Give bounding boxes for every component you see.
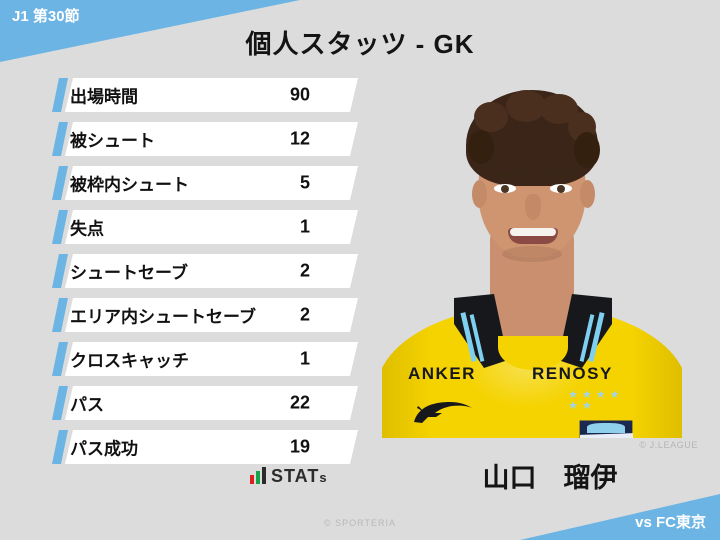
stat-label: 被シュート [70,131,155,151]
stat-accent-bar [52,78,68,112]
stats-list: 出場時間 90 被シュート 12 被枠内シュート 5 失点 1 シュートセーブ … [52,78,358,474]
stat-accent-bar [52,166,68,200]
jersey-sponsor-left: ANKER [408,364,476,383]
club-crest: KAWASAKI [576,418,636,438]
stat-label: パス [70,395,104,415]
league-badge-label: J1 第30節 [12,8,80,25]
stat-label: パス成功 [70,439,138,459]
stat-value: 1 [299,216,310,237]
stat-label: エリア内シュートセーブ [70,307,256,327]
stat-row: 出場時間 90 [52,78,358,112]
hair-curl [506,90,546,122]
stat-value: 22 [289,392,310,413]
stat-accent-bar [52,342,68,376]
hair-curl [474,102,508,132]
jersey-sponsor-right: RENOSY [532,364,613,383]
stat-accent-bar [52,254,68,288]
stat-label: クロスキャッチ [70,351,189,371]
stars-row-1: ★★★★ [568,389,624,401]
stars-row-2: ★★ [568,400,596,412]
logo-bar-green [256,471,260,484]
stat-label: 被枠内シュート [70,175,189,195]
stat-row: パス 22 [52,386,358,420]
crest-top-band [586,422,626,433]
logo-bar-red [250,475,254,484]
stat-row: 失点 1 [52,210,358,244]
stat-row: パス成功 19 [52,430,358,464]
stats-provider-name: STATs [271,467,328,485]
pupil-right [557,185,565,193]
stat-value: 5 [299,172,310,193]
opponent-badge-label: vs FC東京 [635,514,706,531]
ear-left [472,180,487,208]
chin-shading [502,246,562,262]
stat-row: エリア内シュートセーブ 2 [52,298,358,332]
stat-panel [65,342,358,376]
stat-row: 被シュート 12 [52,122,358,156]
stat-panel [65,386,358,420]
player-photo: ANKER RENOSY ★★★★ ★★ KAWASAKI [382,56,682,438]
hair-curl [574,132,600,168]
stat-panel [65,430,358,464]
bar-chart-icon [250,467,266,484]
stat-accent-bar [52,298,68,332]
stat-label: 出場時間 [70,87,138,107]
stat-accent-bar [52,122,68,156]
stat-value: 2 [299,260,310,281]
teeth [510,228,556,236]
stat-value: 19 [289,436,310,457]
stat-label: シュートセーブ [70,263,188,283]
stat-row: シュートセーブ 2 [52,254,358,288]
mouth [508,228,558,244]
hair-curl [468,130,494,164]
photo-credit: © J.LEAGUE [639,440,698,450]
pupil-left [501,185,509,193]
puma-logo-icon [414,402,472,423]
stat-accent-bar [52,386,68,420]
crest-band-upper [579,433,633,438]
logo-text-main: STAT [271,466,320,486]
watermark: © SPORTERIA [324,518,396,528]
page-title: 個人スタッツ - GK [245,29,475,59]
logo-text-small: s [319,470,328,485]
stat-panel [65,78,358,112]
stat-panel [65,166,358,200]
ear-right [580,180,595,208]
stat-accent-bar [52,430,68,464]
logo-bar-dark [262,467,266,484]
stat-label: 失点 [70,219,104,239]
stat-panel [65,122,358,156]
championship-stars: ★★★★ ★★ [568,390,676,412]
stats-provider-logo: STATs [250,466,328,485]
player-name: 山口 瑠伊 [482,463,618,493]
stat-value: 12 [289,128,310,149]
stat-value: 2 [299,304,310,325]
stat-panel [65,210,358,244]
stat-accent-bar [52,210,68,244]
nose [525,194,541,220]
stat-value: 90 [289,84,310,105]
stat-panel [65,254,358,288]
stat-panel [65,298,358,332]
stat-value: 1 [299,348,310,369]
stat-row: クロスキャッチ 1 [52,342,358,376]
stat-row: 被枠内シュート 5 [52,166,358,200]
